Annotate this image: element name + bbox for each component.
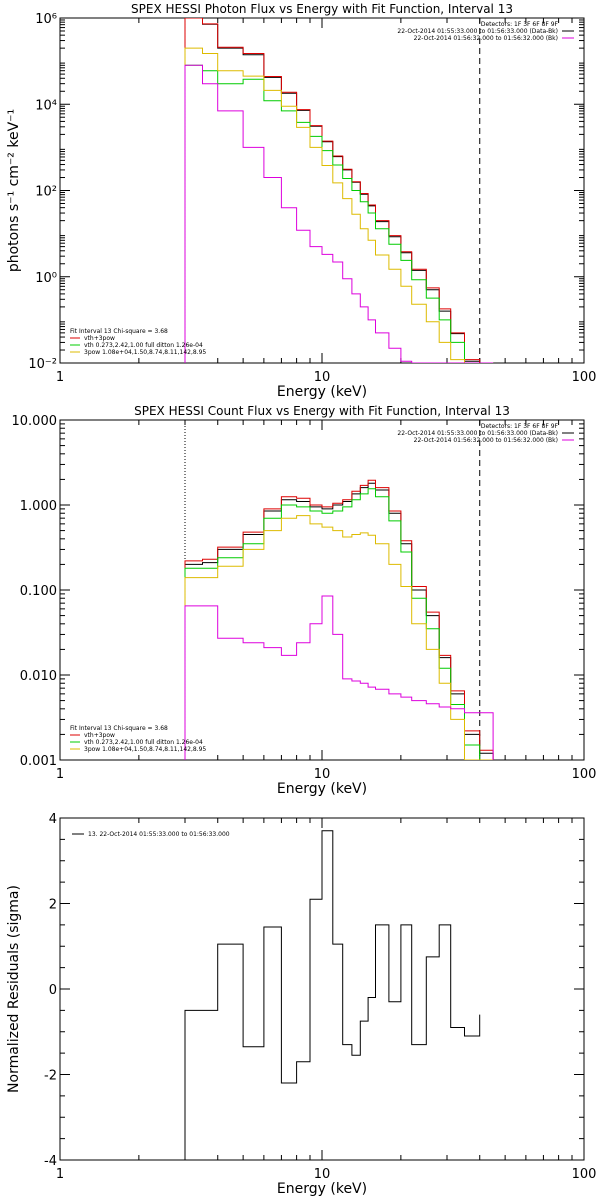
- series-group-2: [184, 479, 494, 760]
- x-axis-label: Energy (keV): [277, 781, 367, 797]
- x-tick-label: 100: [572, 1167, 597, 1182]
- series-line-1: [184, 18, 494, 363]
- legend-bottom-text: vth 0.273,2.42,1.00 full ditton 1.26e-04: [84, 739, 203, 746]
- series-line-2: [184, 479, 494, 760]
- x-tick-label: 1: [56, 370, 64, 385]
- y-axis-label: photons s⁻¹ cm⁻² keV⁻¹: [6, 109, 22, 272]
- y-tick-label: 10⁻²: [28, 357, 57, 372]
- x-axis-label: Energy (keV): [277, 384, 367, 400]
- x-tick-label: 1: [56, 767, 64, 782]
- plot-frame-2: [59, 419, 585, 761]
- y-tick-label: 10⁴: [35, 98, 57, 113]
- x-tick-label: 1: [56, 1167, 64, 1182]
- plot-frame-1: [59, 17, 585, 364]
- x-tick-label: 10: [314, 370, 331, 385]
- y-tick-label: 10.000: [12, 414, 58, 429]
- y-tick-label: 0: [49, 983, 57, 998]
- chart-title-2: SPEX HESSI Count Flux vs Energy with Fit…: [134, 404, 510, 418]
- y-tick-label: 2: [49, 898, 57, 913]
- series-line-3: [184, 488, 494, 760]
- y-tick-label: 10²: [35, 185, 57, 200]
- y-tick-label: 4: [49, 812, 57, 827]
- series-line-3: [184, 64, 494, 363]
- y-axis-label: Normalized Residuals (sigma): [6, 885, 22, 1093]
- y-tick-label: 0.001: [20, 754, 57, 769]
- y-tick-label: 10⁰: [35, 271, 57, 286]
- legend-top-text: 22-Oct-2014 01:56:32.000 to 01:56:32.000…: [414, 35, 558, 42]
- y-tick-label: -4: [44, 1154, 57, 1169]
- legend-top-text: Detectors: 1F 3F 6F 8F 9F: [481, 21, 559, 28]
- y-tick-label: 0.010: [20, 669, 57, 684]
- legend-bottom-header: Fit Interval 13 Chi-square = 3.68: [70, 328, 168, 335]
- series-line-1: [184, 482, 494, 760]
- series-line-1: [184, 830, 481, 1160]
- series-group-3: [184, 830, 481, 1160]
- legend-top-text: 22-Oct-2014 01:56:32.000 to 01:56:32.000…: [414, 437, 558, 444]
- legend-bottom-text: vth 0.273,2.42,1.00 full ditton 1.26e-04: [84, 342, 203, 349]
- legend-top-text: 13. 22-Oct-2014 01:55:33.000 to 01:56:33…: [88, 831, 230, 838]
- series-line-4: [184, 47, 494, 363]
- series-group-1: [184, 18, 494, 363]
- y-tick-label: 10⁶: [35, 12, 57, 27]
- series-line-5: [184, 64, 494, 363]
- series-line-5: [184, 595, 494, 760]
- x-tick-label: 100: [572, 370, 597, 385]
- legend-bottom-text: vth+3pow: [84, 732, 115, 739]
- y-tick-label: 0.100: [20, 584, 57, 599]
- legend-top-text: 22-Oct-2014 01:55:33.000 to 01:56:33.000…: [397, 28, 558, 35]
- legend-bottom-text: 3pow 1.08e+04,1.50,8.74,8.11,142,8.95: [84, 349, 206, 356]
- y-tick-label: -2: [44, 1069, 57, 1084]
- legend-bottom-header: Fit Interval 13 Chi-square = 3.68: [70, 725, 168, 732]
- x-axis-label: Energy (keV): [277, 1181, 367, 1197]
- legend-top-text: Detectors: 1F 3F 6F 8F 9F: [481, 423, 559, 430]
- chart-title-1: SPEX HESSI Photon Flux vs Energy with Fi…: [131, 2, 513, 16]
- series-line-4: [184, 515, 494, 760]
- x-tick-label: 10: [314, 1167, 331, 1182]
- legend-bottom-text: 3pow 1.08e+04,1.50,8.74,8.11,142,8.95: [84, 746, 206, 753]
- x-tick-label: 100: [572, 767, 597, 782]
- x-tick-label: 10: [314, 767, 331, 782]
- y-tick-label: 1.000: [20, 499, 57, 514]
- legend-bottom-text: vth+3pow: [84, 335, 115, 342]
- legend-top-text: 22-Oct-2014 01:55:33.000 to 01:56:33.000…: [397, 430, 558, 437]
